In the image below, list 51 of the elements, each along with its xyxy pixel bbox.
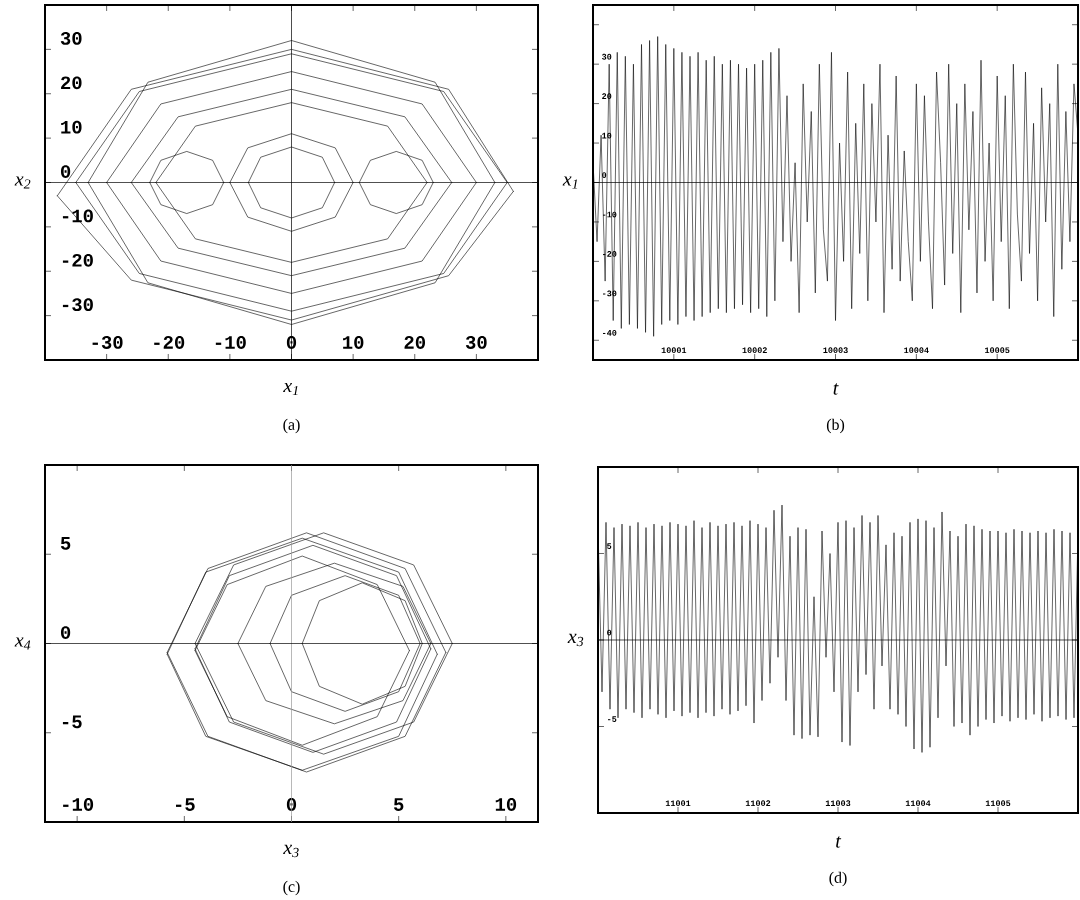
x-tick-label: 0 xyxy=(286,798,297,811)
y-tick-label: -5 xyxy=(607,716,617,722)
y-tick-label: -40 xyxy=(602,330,617,336)
y-axis-title: x$_{3}$ xyxy=(567,633,584,647)
y-tick-label: -5 xyxy=(62,715,82,729)
text: (b) xyxy=(826,418,845,434)
text: (d) xyxy=(829,871,847,887)
y-tick-label: 5 xyxy=(607,543,612,549)
y-tick-label: 0 xyxy=(602,172,607,178)
y-tick-label: -20 xyxy=(62,253,93,267)
x-tick-label: 11001 xyxy=(665,800,691,807)
x-tick-label: -10 xyxy=(215,336,246,349)
x-axis-title: x$_{3}$ xyxy=(283,844,299,858)
x-tick-label: 10001 xyxy=(661,347,687,354)
x-tick-label: 11004 xyxy=(905,800,931,807)
x-tick-label: 10 xyxy=(495,798,517,811)
y-tick-label: 0 xyxy=(607,629,612,636)
y-tick-label: 5 xyxy=(60,537,71,550)
x-tick-label: 30 xyxy=(465,336,487,349)
y-axis-title: x$_{4}$ xyxy=(14,637,31,650)
y-tick-label: 0 xyxy=(61,165,71,178)
x-tick-label: 11003 xyxy=(825,800,851,807)
y-tick-label: -10 xyxy=(62,209,93,223)
x-tick-label: 11002 xyxy=(745,800,771,807)
x-tick-label: 10002 xyxy=(742,347,767,354)
x-tick-label: 20 xyxy=(404,336,426,349)
x-tick-label: -5 xyxy=(175,798,195,811)
text: (c) xyxy=(283,880,300,896)
x-tick-label: 10005 xyxy=(985,347,1010,354)
y-tick-label: 30 xyxy=(60,31,82,45)
text: (a) xyxy=(283,418,300,434)
x-tick-label: 11005 xyxy=(985,800,1011,807)
x-axis-title: t xyxy=(836,836,842,848)
y-tick-label: 20 xyxy=(602,93,612,100)
y-axis-title: x$_{1}$ xyxy=(562,176,578,189)
y-tick-label: 30 xyxy=(602,53,612,60)
x-tick-label: 10004 xyxy=(904,347,929,354)
x-tick-label: 10 xyxy=(343,336,364,349)
x-tick-label: 10003 xyxy=(823,347,848,354)
y-tick-label: -30 xyxy=(62,298,93,312)
x-tick-label: -20 xyxy=(154,336,185,349)
x-axis-title: t xyxy=(833,383,839,395)
y-tick-label: 20 xyxy=(61,76,82,90)
y-tick-label: 0 xyxy=(61,626,71,639)
y-tick-label: 10 xyxy=(61,120,82,134)
y-axis-title: x$_{2}$ xyxy=(14,176,31,189)
y-tick-label: 10 xyxy=(602,132,612,139)
x-tick-label: -30 xyxy=(92,336,123,349)
x-tick-label: 5 xyxy=(393,798,404,811)
x-axis-title: x$_{1}$ xyxy=(283,382,298,396)
y-tick-label: -20 xyxy=(602,251,617,257)
